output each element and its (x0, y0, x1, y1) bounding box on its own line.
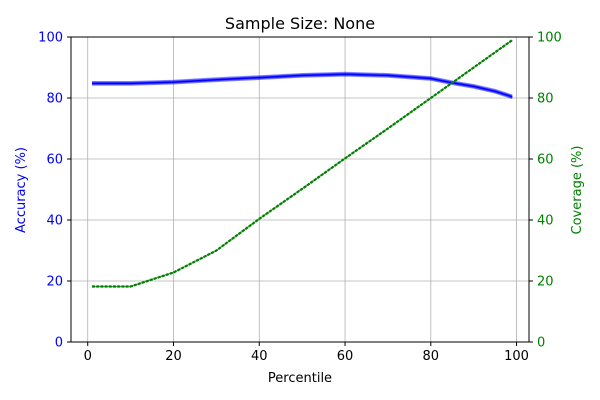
left-y-tick-label-20: 20 (46, 275, 63, 290)
accuracy-line-band-4 (92, 74, 513, 100)
accuracy-line-band-3 (92, 74, 513, 99)
x-tick-label-60: 60 (337, 349, 354, 364)
x-tick-label-40: 40 (251, 349, 268, 364)
left-y-tick-label-60: 60 (46, 153, 63, 168)
right-y-tick-label-80: 80 (537, 92, 554, 107)
left-y-tick-label-40: 40 (46, 214, 63, 229)
x-tick-label-100: 100 (504, 349, 529, 364)
accuracy-line-band-0 (92, 71, 513, 96)
right-y-axis-label: Coverage (%) (570, 146, 585, 235)
right-y-tick-label-60: 60 (537, 153, 554, 168)
right-y-tick-label-40: 40 (537, 214, 554, 229)
x-axis-label: Percentile (268, 371, 332, 386)
right-y-tick-label-0: 0 (537, 336, 545, 351)
x-axis-ticks: 0 20 40 60 80 100 (84, 342, 529, 364)
series-layer (92, 39, 513, 288)
right-y-axis-ticks: 0 20 40 60 80 100 (529, 31, 562, 351)
coverage-line-core (92, 39, 513, 288)
plot-frame (70, 36, 530, 343)
right-y-tick-label-20: 20 (537, 275, 554, 290)
accuracy-line-band-1 (92, 72, 513, 97)
x-tick-label-20: 20 (165, 349, 182, 364)
right-y-tick-label-100: 100 (537, 31, 562, 46)
left-y-tick-label-80: 80 (46, 92, 63, 107)
left-y-axis-ticks: 0 20 40 60 80 100 (38, 31, 71, 351)
accuracy-line (92, 73, 513, 98)
chart-title: Sample Size: None (225, 14, 375, 33)
left-y-tick-label-100: 100 (38, 31, 63, 46)
left-y-tick-label-0: 0 (55, 336, 63, 351)
x-tick-label-0: 0 (84, 349, 92, 364)
left-y-axis-label: Accuracy (%) (14, 147, 29, 233)
x-tick-label-80: 80 (423, 349, 440, 364)
